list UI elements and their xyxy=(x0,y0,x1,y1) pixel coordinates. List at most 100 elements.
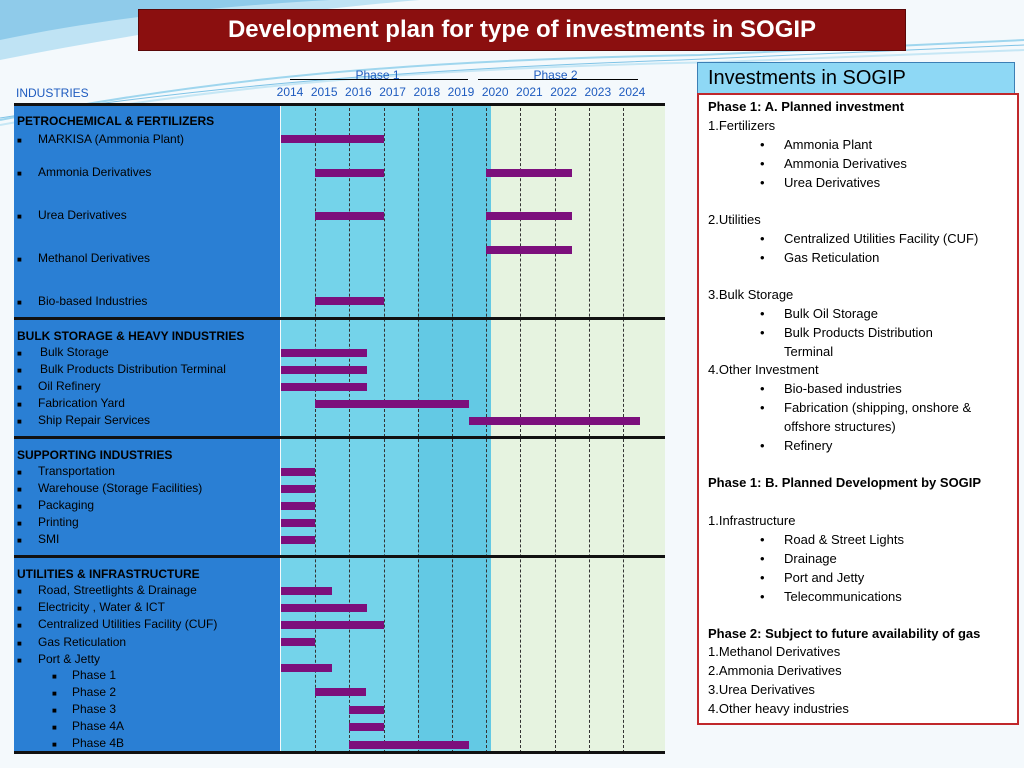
gantt-bar xyxy=(281,502,316,510)
gantt-bar xyxy=(281,604,367,612)
phase1-late-area xyxy=(418,103,491,753)
bullet-icon: ■ xyxy=(52,706,57,715)
list-item: 3.Urea Derivatives xyxy=(708,682,815,697)
gantt-bar xyxy=(349,706,384,714)
gantt-bar xyxy=(486,212,572,220)
fertilizers-heading: 1.Fertilizers xyxy=(708,118,776,133)
gantt-bar xyxy=(281,349,367,357)
bullet-icon: ■ xyxy=(52,672,57,681)
year-gridline xyxy=(452,103,453,753)
bullet-icon: ■ xyxy=(17,639,22,648)
year-gridline xyxy=(520,103,522,753)
gantt-bar xyxy=(349,723,384,731)
list-item-continued: offshore structures) xyxy=(784,419,896,434)
list-item-continued: Terminal xyxy=(784,344,834,359)
phase1-line xyxy=(290,79,468,80)
page-title: Development plan for type of investments… xyxy=(138,9,906,51)
bullet-icon: • xyxy=(760,570,765,585)
bullet-icon: • xyxy=(760,381,765,396)
gantt-bar xyxy=(315,688,367,696)
bullet-icon: • xyxy=(760,532,765,547)
phase1b-heading: Phase 1: B. Planned Development by SOGIP xyxy=(708,475,982,490)
list-item: Urea Derivatives xyxy=(38,208,127,222)
list-subitem: Phase 4A xyxy=(72,719,125,733)
year-label: 2023 xyxy=(584,85,612,99)
gantt-bar xyxy=(281,468,316,476)
list-item: Port & Jetty xyxy=(38,652,101,666)
bullet-icon: ■ xyxy=(17,519,22,528)
list-item: Bio-based industries xyxy=(784,381,902,396)
list-item: 2.Ammonia Derivatives xyxy=(708,663,842,678)
year-gridline xyxy=(315,103,317,753)
gantt-bar xyxy=(281,536,316,544)
list-item: Methanol Derivatives xyxy=(38,251,151,265)
list-item: Telecommunications xyxy=(784,589,902,604)
list-item: 4.Other heavy industries xyxy=(708,701,849,716)
gantt-bar xyxy=(486,169,572,177)
gantt-bar xyxy=(281,587,333,595)
bullet-icon: • xyxy=(760,137,765,152)
bullet-icon: ■ xyxy=(17,417,22,426)
gantt-bar xyxy=(281,621,384,629)
list-item: Ammonia Derivatives xyxy=(38,165,152,179)
list-item: Packaging xyxy=(38,498,95,512)
gantt-bar xyxy=(281,519,316,527)
year-gridline xyxy=(588,103,590,753)
gantt-bar xyxy=(315,400,470,408)
bullet-icon: • xyxy=(760,306,765,321)
bullet-icon: ■ xyxy=(17,212,22,221)
list-item: Port and Jetty xyxy=(784,570,865,585)
bullet-icon: ■ xyxy=(52,740,57,749)
list-item: Ammonia Plant xyxy=(784,137,873,152)
list-subitem: Phase 2 xyxy=(72,685,117,699)
separator xyxy=(14,751,665,754)
bullet-icon: ■ xyxy=(17,468,22,477)
gantt-bar xyxy=(281,485,316,493)
year-label: 2015 xyxy=(310,85,338,99)
bullet-icon: • xyxy=(760,156,765,171)
year-label: 2020 xyxy=(481,85,509,99)
utilities-heading: 2.Utilities xyxy=(708,212,761,227)
bullet-icon: ■ xyxy=(17,536,22,545)
separator xyxy=(14,555,665,558)
year-label: 2018 xyxy=(413,85,441,99)
list-item: Bulk Oil Storage xyxy=(784,306,878,321)
bullet-icon: • xyxy=(760,231,765,246)
list-item: MARKISA (Ammonia Plant) xyxy=(38,132,185,146)
investments-header: Investments in SOGIP xyxy=(697,62,1015,94)
separator xyxy=(14,103,665,106)
year-label: 2022 xyxy=(550,85,577,99)
list-item: Oil Refinery xyxy=(38,379,101,393)
bullet-icon: ■ xyxy=(17,366,22,375)
list-item: Drainage xyxy=(784,551,837,566)
gantt-bar xyxy=(281,135,384,143)
category-title: SUPPORTING INDUSTRIES xyxy=(17,448,173,462)
list-item: SMI xyxy=(38,532,60,546)
bullet-icon: ■ xyxy=(17,298,22,307)
year-label: 2021 xyxy=(516,85,543,99)
list-subitem: Phase 1 xyxy=(72,668,117,682)
phase2-area xyxy=(491,103,665,753)
bullet-icon: • xyxy=(760,551,765,566)
gantt-bar xyxy=(349,741,470,749)
phase2-prefix: Phase 2 xyxy=(708,626,758,641)
phase2-line xyxy=(478,79,638,80)
bullet-icon: • xyxy=(760,325,765,340)
bullet-icon: ■ xyxy=(17,502,22,511)
phase2-rest: : Subject to future availability of gas xyxy=(757,626,981,641)
gantt-bar xyxy=(486,246,572,254)
list-item: Gas Reticulation xyxy=(784,250,880,265)
list-item: Transportation xyxy=(38,464,115,478)
list-subitem: Phase 4B xyxy=(72,736,125,750)
list-item: Road, Streetlights & Drainage xyxy=(38,583,197,597)
list-item: Warehouse (Storage Facilities) xyxy=(38,481,203,495)
bullet-icon: ■ xyxy=(17,400,22,409)
bullet-icon: • xyxy=(760,175,765,190)
year-label: 2014 xyxy=(276,85,304,99)
bullet-icon: ■ xyxy=(17,136,22,145)
bullet-icon: ■ xyxy=(17,169,22,178)
bullet-icon: ■ xyxy=(17,349,22,358)
phase2-heading: Phase 2: Subject to future availability … xyxy=(708,626,980,641)
bullet-icon: ■ xyxy=(52,689,57,698)
gantt-bar xyxy=(469,417,641,425)
